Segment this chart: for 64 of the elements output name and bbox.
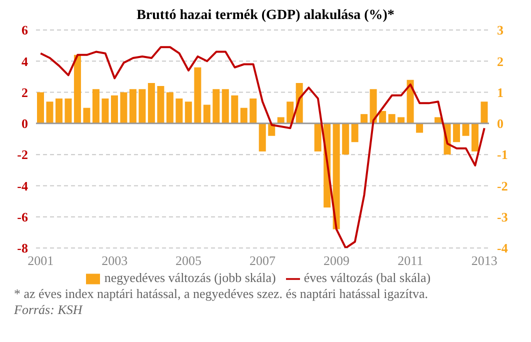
legend-label: negyedéves változás (jobb skála) — [104, 270, 276, 285]
bar — [37, 92, 44, 124]
line-series — [40, 46, 486, 248]
bar — [74, 54, 81, 124]
y-tick-label: -8 — [17, 240, 28, 256]
bar — [157, 86, 164, 124]
y-tick-label: -6 — [17, 209, 28, 224]
bar — [184, 102, 192, 124]
y2-tick-label: 0 — [497, 116, 504, 132]
y-tick-label: 6 — [22, 22, 28, 38]
text: * az éves index naptári hatással, a negyedéves szez. és naptári hatással igazítva. — [14, 286, 430, 302]
bar — [166, 92, 174, 124]
bar — [250, 98, 257, 124]
y-tick-label: -4 — [17, 178, 28, 194]
bar — [240, 108, 248, 124]
bar — [83, 108, 90, 124]
bar — [222, 89, 229, 124]
x-tick-label: 2001 — [28, 253, 54, 268]
y-tick-label: 2 — [22, 84, 28, 100]
bar — [138, 89, 146, 124]
bar — [64, 98, 72, 124]
y-tick-label: -2 — [17, 147, 28, 162]
bar — [231, 95, 238, 124]
x-tick-label: 2003 — [102, 253, 128, 268]
x-tick-label: 2007 — [250, 253, 276, 268]
bar — [258, 123, 266, 152]
y2-tick-label: -1 — [497, 147, 508, 162]
y2-tick-label: -3 — [497, 209, 508, 224]
x-tick-label: 2005 — [176, 253, 202, 268]
bar — [176, 98, 183, 124]
bar — [129, 89, 136, 124]
bar — [370, 89, 377, 124]
x-tick-label: 2009 — [323, 253, 350, 268]
y-tick-label: 0 — [22, 116, 28, 132]
bar — [416, 123, 424, 133]
x-tick-label: 2011 — [398, 253, 424, 268]
bar — [110, 95, 118, 124]
bar — [332, 123, 340, 230]
bar — [212, 89, 220, 124]
bar — [194, 67, 202, 124]
text: Forrás: KSH — [14, 302, 84, 318]
bar — [462, 123, 470, 136]
y2-tick-label: -2 — [497, 178, 508, 194]
y2-tick-label: -4 — [497, 240, 508, 256]
bar — [120, 92, 128, 124]
bar — [480, 102, 488, 124]
bar — [46, 102, 54, 124]
bar — [92, 89, 100, 124]
bar — [102, 98, 109, 124]
bar — [148, 82, 155, 124]
bar — [314, 123, 322, 152]
bar — [342, 123, 350, 155]
bar — [55, 98, 62, 124]
chart-title: Bruttó hazai termék (GDP) alakulása (%)* — [136, 8, 396, 24]
bar — [203, 104, 210, 124]
bar — [351, 123, 358, 142]
y-tick-label: 4 — [22, 54, 28, 69]
bar — [472, 123, 479, 152]
y2-tick-label: 2 — [497, 54, 504, 69]
legend-label: éves változás (bal skála) — [304, 270, 431, 285]
bar — [453, 123, 460, 142]
x-tick-label: 2013 — [471, 253, 498, 268]
y2-tick-label: 3 — [497, 22, 504, 38]
y2-tick-label: 1 — [497, 84, 504, 100]
